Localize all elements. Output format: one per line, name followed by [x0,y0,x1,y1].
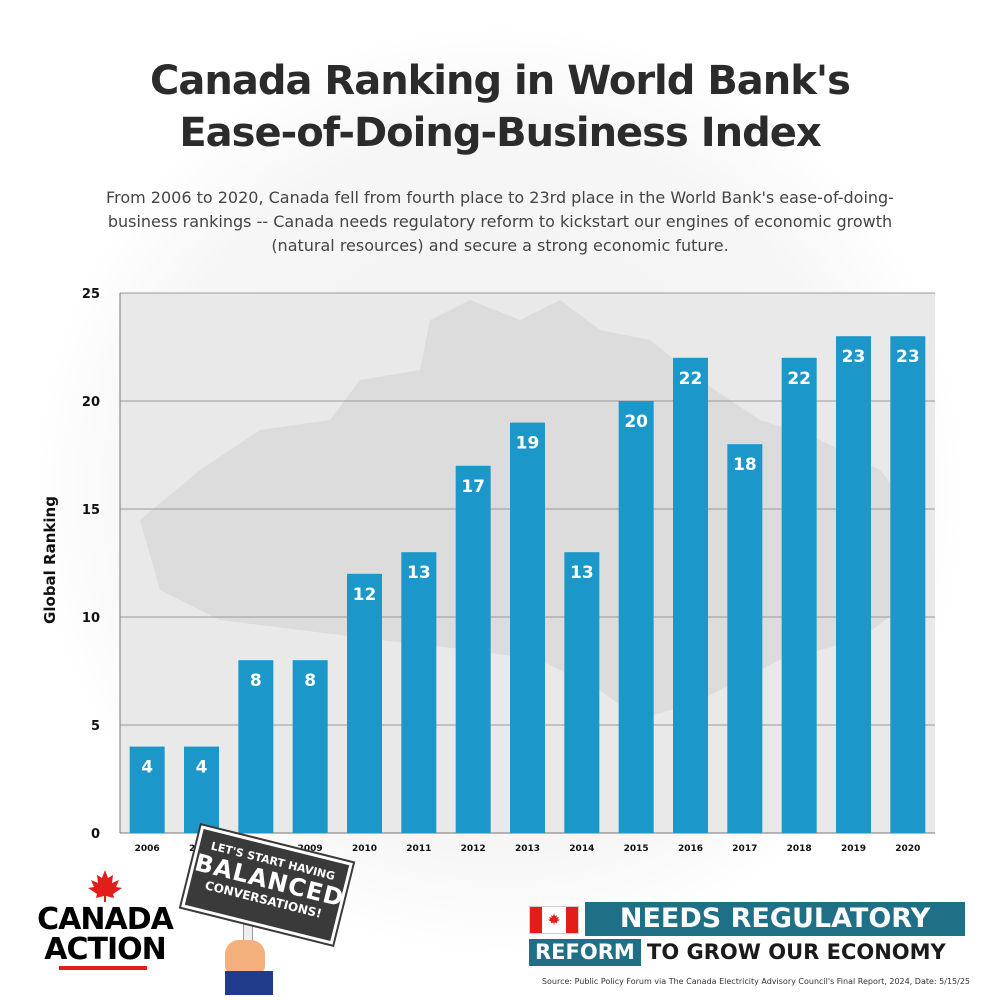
bar-value-label: 13 [407,563,431,583]
bar-value-label: 17 [461,477,485,497]
balanced-conversations-sign: LET'S START HAVING BALANCED CONVERSATION… [181,825,355,995]
x-tick-label: 2016 [678,844,703,854]
bar [727,444,763,833]
bar-value-label: 8 [304,671,316,691]
bar [347,573,382,833]
x-tick-label: 2010 [352,844,377,854]
banner-reform: REFORM [529,939,641,966]
source-note: Source: Public Policy Forum via The Cana… [541,977,970,986]
bar-value-label: 4 [141,758,153,778]
bar-value-label: 13 [570,563,594,583]
banner-line-2: TO GROW OUR ECONOMY [647,940,946,964]
bar [673,357,708,833]
y-tick-label: 15 [82,503,100,518]
x-tick-label: 2012 [461,844,486,854]
page-subtitle: From 2006 to 2020, Canada fell from four… [106,188,894,255]
bar [184,746,219,833]
y-tick-label: 0 [91,827,100,842]
canada-flag-icon [529,906,579,934]
x-tick-label: 2015 [624,844,649,854]
x-tick-label: 2017 [732,844,757,854]
bar [292,660,328,833]
x-tick-label: 2006 [135,844,160,854]
x-tick-label: 2014 [569,844,594,854]
page-title: Canada Ranking in World Bank's Ease-of-D… [150,58,851,156]
y-axis-label: Global Ranking [41,496,59,624]
bar [836,336,871,833]
bar [129,746,165,833]
logo-underline [59,966,147,970]
bar [564,552,600,833]
x-tick-label: 2009 [298,844,323,854]
bar [510,422,545,833]
banner-line-1: NEEDS REGULATORY [585,902,965,936]
x-tick-label: 2011 [406,844,431,854]
logo-line-2: ACTION [44,932,166,967]
bar [890,336,926,833]
x-tick-label: 2020 [895,844,920,854]
bar [455,465,491,833]
bar-value-label: 23 [896,347,920,367]
bar-value-label: 4 [196,758,208,778]
bar-value-label: 19 [516,434,540,454]
x-tick-label: 2018 [787,844,812,854]
x-tick-label: 2019 [841,844,866,854]
hand-icon [225,940,265,974]
sign-board: LET'S START HAVING BALANCED CONVERSATION… [181,825,353,945]
bar-value-label: 18 [733,455,757,475]
bar [401,552,437,833]
bar-value-label: 22 [679,369,703,389]
maple-leaf-icon [88,870,122,902]
y-tick-label: 25 [82,287,100,302]
x-tick-label: 2013 [515,844,540,854]
bar [238,660,274,833]
sleeve-shape [225,971,273,995]
bar [618,401,654,833]
bar [781,357,817,833]
bar-value-label: 20 [624,412,648,432]
regulatory-reform-banner: NEEDS REGULATORY REFORM TO GROW OUR ECON… [527,902,967,972]
y-tick-label: 5 [91,719,100,734]
bar-value-label: 22 [787,369,811,389]
bar-value-label: 23 [842,347,866,367]
bar-value-label: 8 [250,671,262,691]
logo-line-1: CANADA [37,902,174,937]
bar-value-label: 12 [353,585,377,605]
y-tick-label: 10 [82,611,100,626]
y-tick-label: 20 [82,395,100,410]
